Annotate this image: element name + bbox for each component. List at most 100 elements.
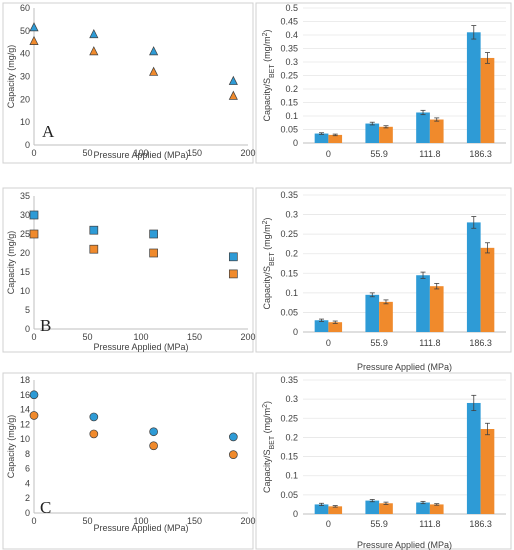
error-bar [484,422,490,436]
y-tick-label: 0.35 [280,375,298,385]
x-axis-label: Pressure Applied (MPa) [93,523,188,533]
panel-frame [2,2,254,164]
bar-s1-4 [466,222,481,332]
bar-s1-4 [466,402,481,514]
bar-s2-1 [328,506,343,514]
x-tick-label: 0 [326,338,331,348]
chart-panel-6: 0 0.05 0.1 0.15 0.2 0.25 0.3 0.35 Capacity/SBET … [255,372,512,550]
y-tick-label: 0.25 [280,71,298,81]
error-bar [383,501,389,505]
x-tick-label: 100 [133,332,148,342]
y-tick-label: 0 [25,508,30,518]
y-axis-label-part: ) [262,29,272,32]
y-tick-label: 60 [20,3,30,13]
bar-s2-4 [480,247,495,332]
data-point-s1-1 [29,210,39,220]
bar-s2-4 [480,57,495,144]
error-bar [319,502,325,506]
x-axis-label: Pressure Applied (MPa) [93,150,188,160]
y-axis-label-part: ) [262,217,272,220]
data-point-s2-2 [89,244,99,254]
y-tick-label: 0.1 [285,471,298,481]
y-axis-label: Capacity (mg/g) [6,45,16,109]
data-point-s1-3 [149,46,159,56]
data-point-s2-1 [29,35,39,45]
data-point-s2-1 [29,411,39,420]
x-tick-label: 0 [326,149,331,159]
x-tick-label: 50 [82,516,92,526]
y-tick-label: 0.15 [280,268,298,278]
x-tick-label: 0 [31,332,36,342]
chart-panel-5: 0 2 4 6 8 10 12 14 16 18 0 50 100 150 200 Capacity (mg/… [2,372,256,550]
y-axis-label-part: BET [269,252,276,266]
data-point-s1-4 [228,252,238,262]
panel-label: A [42,122,55,141]
panel-frame [2,187,254,353]
panel-frame [255,2,512,164]
bar-s2-2 [379,126,393,143]
x-tick-label: 55.9 [370,519,388,529]
data-point-s1-1 [29,22,39,32]
x-tick-label: 55.9 [370,338,388,348]
y-tick-label: 8 [25,449,30,459]
y-axis-label-part: (mg/m [262,224,272,252]
x-tick-label: 200 [240,148,255,158]
x-tick-label: 0 [31,148,36,158]
error-bar [332,505,338,508]
error-bar [420,109,426,116]
y-tick-label: 35 [20,191,30,201]
panel-frame [255,187,512,353]
error-bar [471,394,477,412]
bar-s1-3 [416,502,430,514]
data-point-s2-2 [89,429,99,439]
data-point-s1-3 [149,427,158,437]
data-point-s1-2 [89,225,99,235]
y-tick-label: 0.25 [280,413,298,423]
y-tick-label: 10 [20,117,30,127]
y-tick-label: 0.15 [280,452,298,462]
panel-label: B [40,316,51,335]
panel-frame [255,372,512,550]
y-tick-label: 10 [20,286,30,296]
x-tick-label: 100 [133,516,148,526]
error-bar [434,117,440,122]
x-tick-label: 50 [82,148,92,158]
y-tick-label: 0.1 [285,111,298,121]
y-tick-label: 0.4 [285,30,298,40]
y-axis-label-part: Capacity/S [262,450,272,494]
y-tick-label: 30 [20,72,30,82]
bar-s2-3 [429,286,444,332]
data-point-s1-2 [89,412,99,422]
y-axis-label-part: 2 [262,220,269,224]
y-tick-label: 0.15 [280,98,298,108]
y-tick-label: 2 [25,493,30,503]
bar-s1-1 [314,133,329,143]
x-axis-label: Pressure Applied (MPa) [93,342,188,352]
y-tick-label: 0.2 [285,249,298,259]
x-axis-label: Pressure Applied (MPa) [357,362,452,372]
bar-s1-1 [314,504,329,514]
y-tick-label: 0.1 [285,288,298,298]
y-tick-label: 0 [25,324,30,334]
bar-s1-2 [365,294,380,332]
y-tick-label: 0.05 [280,307,298,317]
bar-s1-2 [365,123,380,143]
y-tick-label: 0.45 [280,17,298,27]
y-axis-label-part: (mg/m [262,408,272,436]
y-axis-label: Capacity/SBET (mg/m2) [262,217,276,309]
y-tick-label: 5 [25,305,30,315]
error-bar [420,500,426,505]
error-bar [319,318,325,322]
data-point-s2-3 [149,248,158,258]
bar-s1-2 [365,500,380,514]
y-tick-label: 0 [293,509,298,519]
error-bar [434,283,440,290]
y-tick-label: 0.3 [285,210,298,220]
data-point-s2-4 [228,450,238,459]
x-tick-label: 111.8 [419,519,440,529]
y-tick-label: 0.35 [280,44,298,54]
x-tick-label: 186.3 [469,338,492,348]
y-tick-label: 0.2 [285,432,298,442]
y-tick-label: 0.3 [285,394,298,404]
y-axis-label-part: (mg/m [262,36,272,64]
